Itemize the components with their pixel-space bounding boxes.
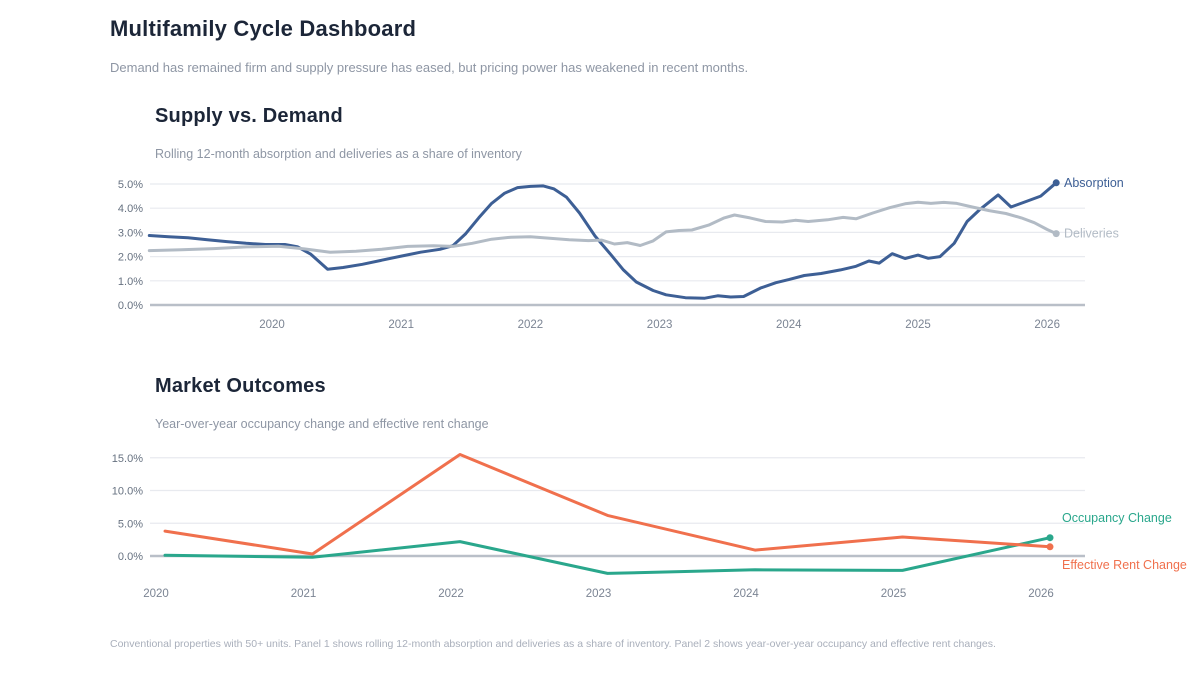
- y-tick-label: 2.0%: [118, 252, 143, 264]
- x-tick-label: 2026: [1034, 319, 1060, 331]
- page-title: Multifamily Cycle Dashboard: [110, 16, 417, 41]
- market-outcomes-title: Market Outcomes: [155, 375, 326, 397]
- deliveries-end-dot: [1052, 230, 1060, 238]
- absorption-end-dot: [1052, 179, 1060, 187]
- x-tick-label: 2022: [438, 588, 464, 600]
- x-tick-label: 2025: [881, 588, 907, 600]
- x-tick-label: 2020: [143, 588, 169, 600]
- effective-rent-change-line: [163, 453, 1052, 556]
- y-tick-label: 0.0%: [118, 551, 143, 563]
- deliveries-label: Deliveries: [1064, 227, 1119, 241]
- x-tick-label: 2024: [733, 588, 759, 600]
- x-tick-label: 2021: [388, 319, 414, 331]
- x-tick-label: 2022: [518, 319, 544, 331]
- supply-demand-title: Supply vs. Demand: [155, 105, 343, 127]
- y-tick-label: 0.0%: [118, 300, 143, 312]
- market-outcomes-subtitle: Year-over-year occupancy change and effe…: [155, 417, 489, 431]
- market-outcomes-chart: 0.0% 5.0% 10.0% 15.0% 2020 2021 2022 2023 2024 20…: [112, 453, 1187, 600]
- x-tick-label: 2026: [1028, 588, 1054, 600]
- absorption-label: Absorption: [1064, 176, 1124, 190]
- y-tick-label: 5.0%: [118, 179, 143, 191]
- x-tick-label: 2023: [647, 319, 673, 331]
- supply-demand-chart: 0.0% 1.0% 2.0% 3.0% 4.0% 5.0% 2020 2021 2022 2023…: [118, 176, 1124, 331]
- y-tick-label: 3.0%: [118, 227, 143, 239]
- absorption-line: [147, 181, 1058, 300]
- occupancy-change-line: [163, 536, 1052, 575]
- deliveries-line: [147, 200, 1058, 254]
- effective-rent-change-label: Effective Rent Change: [1062, 558, 1187, 572]
- x-tick-label: 2020: [259, 319, 285, 331]
- x-tick-label: 2023: [586, 588, 612, 600]
- occupancy-change-end-dot: [1046, 534, 1054, 542]
- y-tick-label: 1.0%: [118, 276, 143, 288]
- x-tick-label: 2021: [291, 588, 317, 600]
- footnote: Conventional properties with 50+ units. …: [110, 638, 996, 650]
- y-tick-label: 4.0%: [118, 203, 143, 215]
- effective-rent-change-end-dot: [1046, 543, 1054, 551]
- page-subtitle: Demand has remained firm and supply pres…: [110, 60, 749, 75]
- y-tick-label: 5.0%: [118, 518, 143, 530]
- x-tick-label: 2024: [776, 319, 802, 331]
- occupancy-change-label: Occupancy Change: [1062, 511, 1172, 525]
- y-tick-label: 15.0%: [112, 453, 143, 465]
- y-tick-label: 10.0%: [112, 486, 143, 498]
- supply-demand-subtitle: Rolling 12-month absorption and deliveri…: [155, 147, 522, 161]
- x-tick-label: 2025: [905, 319, 931, 331]
